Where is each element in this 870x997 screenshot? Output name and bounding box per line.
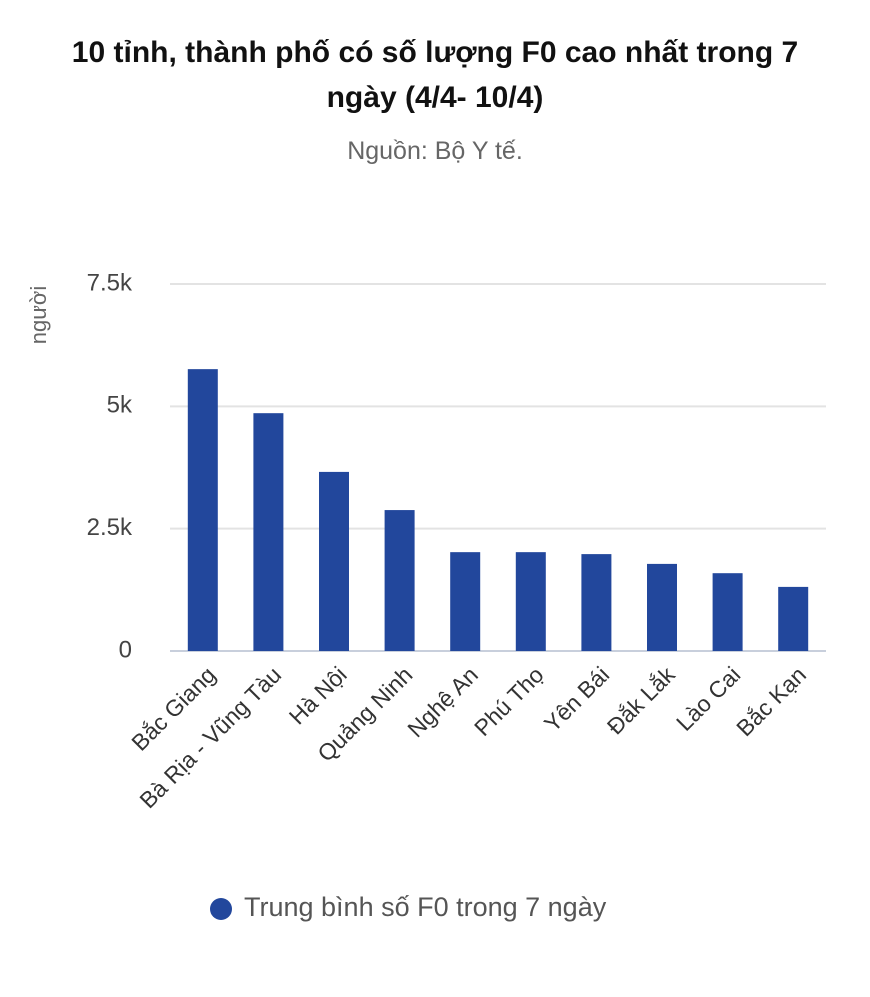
bar (712, 573, 743, 651)
bar (187, 369, 218, 651)
legend-label: Trung bình số F0 trong 7 ngày (244, 892, 607, 922)
bar (384, 510, 415, 651)
y-tick-label: 5k (107, 392, 133, 419)
legend-marker (210, 898, 232, 920)
y-axis-label: người (26, 286, 51, 345)
bar (581, 554, 612, 651)
bar (253, 413, 284, 651)
x-tick-label: Bắc Kạn (731, 661, 811, 741)
bar (647, 563, 677, 651)
y-tick-label: 0 (119, 636, 132, 663)
bar (450, 552, 481, 651)
bar (319, 471, 349, 651)
x-tick-label: Nghệ An (402, 661, 483, 742)
bar (515, 552, 546, 651)
chart-title: 10 tỉnh, thành phố có số lượng F0 cao nh… (71, 36, 799, 114)
bar (778, 586, 809, 651)
y-tick-label: 2.5k (87, 514, 133, 541)
x-tick-label: Phú Thọ (469, 661, 549, 741)
x-tick-label: Đắk Lắk (602, 661, 680, 739)
x-tick-label: Yên Bái (539, 661, 614, 736)
chart-subtitle: Nguồn: Bộ Y tế. (347, 137, 523, 165)
y-tick-label: 7.5k (87, 269, 133, 296)
